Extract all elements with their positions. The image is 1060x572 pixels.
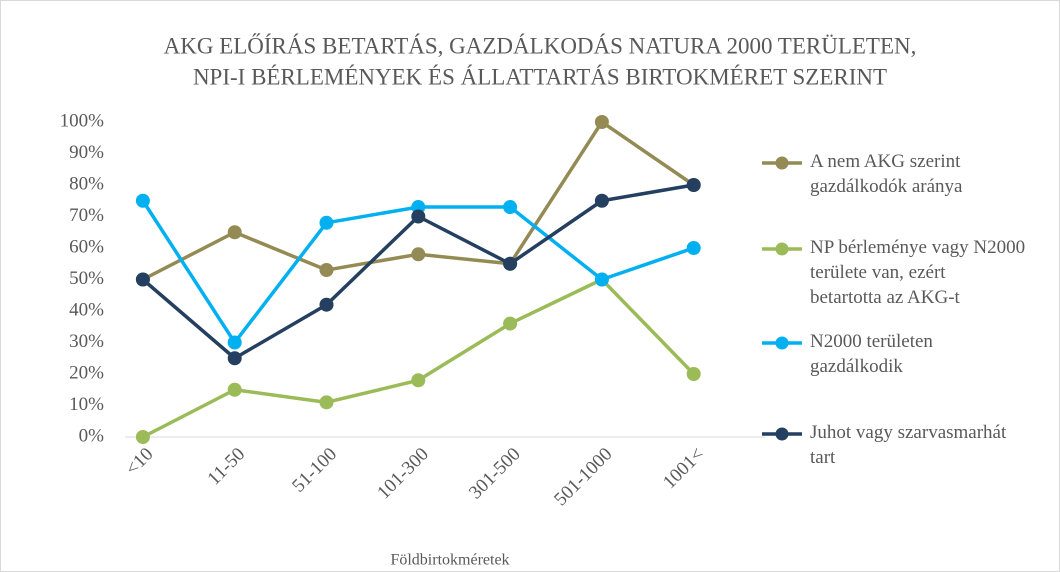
legend-label: NP bérleménye vagy N2000 területe van, ez… [810,237,1025,308]
data-point [319,395,334,410]
data-point [319,263,334,278]
chart-title: AKG ELŐÍRÁS BETARTÁS, GAZDÁLKODÁS NATURA… [164,32,917,58]
legend-label: N2000 területen gazdálkodik [810,331,933,377]
y-tick-label: 70% [69,205,104,226]
y-tick-label: 40% [69,299,104,320]
legend-marker [775,156,789,170]
y-tick-label: 80% [69,173,104,194]
legend-marker [775,336,789,350]
legend-marker [775,242,789,256]
data-point [503,200,518,215]
y-tick-label: 10% [69,394,104,415]
data-point [227,335,242,350]
y-tick-label: 100% [60,110,105,131]
y-tick-label: 20% [69,362,104,383]
y-tick-label: 0% [79,425,105,446]
legend-label: Juhot vagy szarvasmarhát tart [810,422,1007,468]
data-point [503,316,518,331]
data-point [686,241,701,255]
data-point [594,115,609,129]
data-point [503,256,518,271]
y-tick-label: 60% [69,236,104,257]
data-point [227,351,242,366]
data-point [411,209,426,224]
y-tick-label: 30% [69,331,104,352]
legend-label: A nem AKG szerint gazdálkodók aránya [810,151,963,197]
data-point [135,430,150,444]
data-point [686,367,701,381]
legend-marker [775,427,789,441]
data-point [135,193,150,208]
data-point [135,272,150,287]
data-point [686,178,701,192]
data-point [227,382,242,397]
y-tick-label: 90% [69,142,104,163]
data-point [594,272,609,287]
data-point [594,193,609,208]
data-point [227,225,242,240]
y-tick-label: 50% [69,268,104,289]
data-point [411,247,426,262]
data-point [319,297,334,312]
data-point [319,215,334,230]
chart-title: NPI-I BÉRLEMÉNYEK ÉS ÁLLATTARTÁS BIRTOKM… [193,64,887,89]
data-point [411,373,426,388]
x-axis-title: Földbirtokméretek [390,552,509,569]
